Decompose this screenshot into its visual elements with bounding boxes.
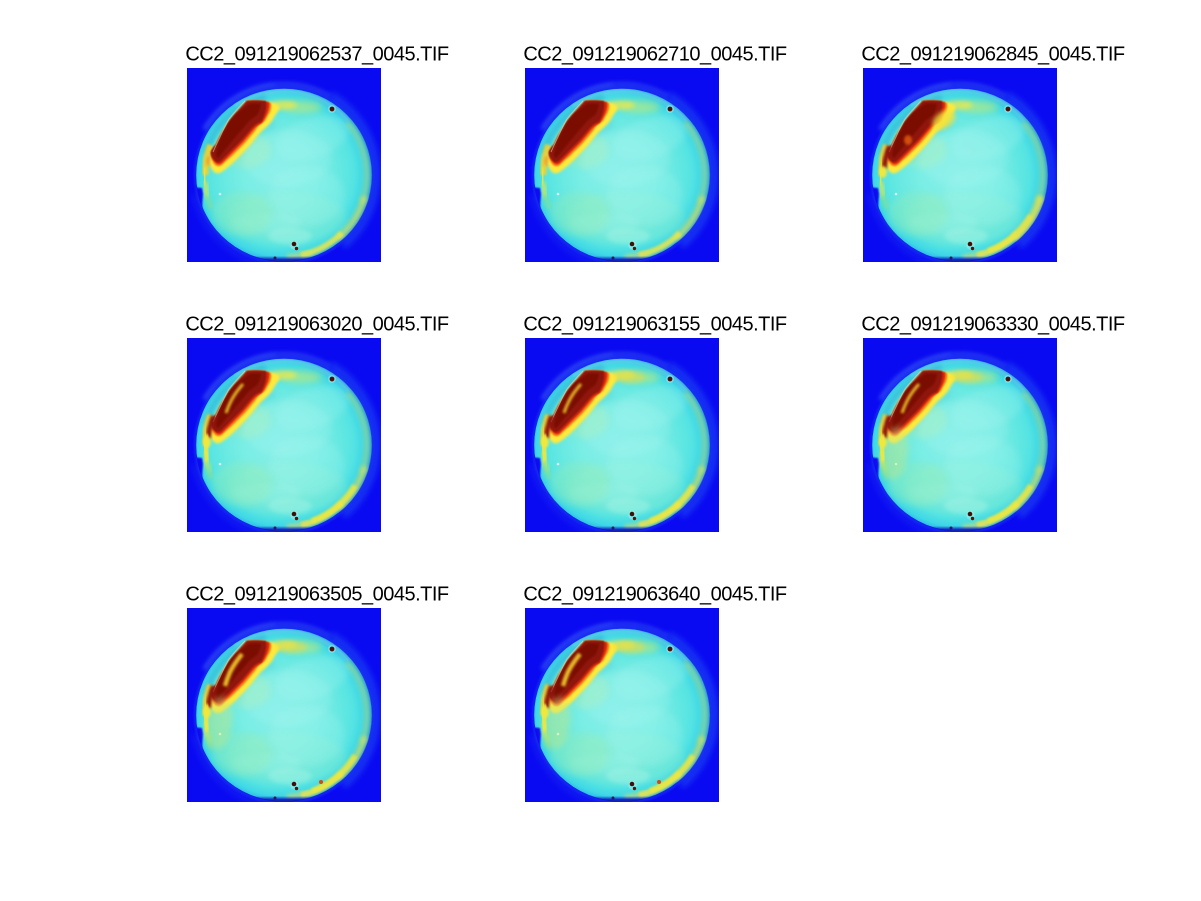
svg-text:CC2_091219062537_0045.TIF: CC2_091219062537_0045.TIF [185,44,449,66]
svg-text:CC2_091219062710_0045.TIF: CC2_091219062710_0045.TIF [523,44,787,66]
svg-text:CC2_091219063155_0045.TIF: CC2_091219063155_0045.TIF [523,314,787,336]
svg-text:CC2_091219063505_0045.TIF: CC2_091219063505_0045.TIF [185,584,449,606]
svg-text:CC2_091219063640_0045.TIF: CC2_091219063640_0045.TIF [523,584,787,606]
svg-text:CC2_091219063330_0045.TIF: CC2_091219063330_0045.TIF [861,314,1125,336]
svg-text:CC2_091219063020_0045.TIF: CC2_091219063020_0045.TIF [185,314,449,336]
svg-text:CC2_091219062845_0045.TIF: CC2_091219062845_0045.TIF [861,44,1125,66]
